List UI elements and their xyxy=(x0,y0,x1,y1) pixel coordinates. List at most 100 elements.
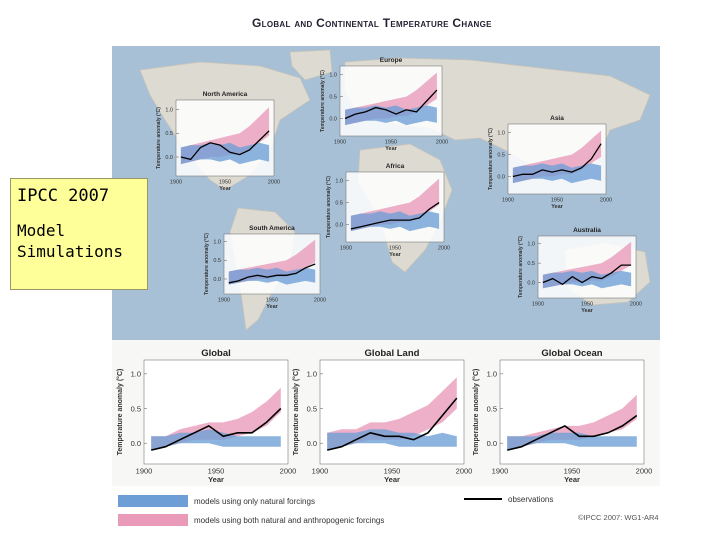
note-title: IPCC 2007 xyxy=(17,186,110,206)
observations-line-africa xyxy=(350,202,440,230)
note-subtitle: Model Simulations xyxy=(17,220,141,262)
y-label-asia: Temperature anomaly (°C) xyxy=(488,128,494,190)
x-tick-global-1: 1950 xyxy=(208,467,225,476)
observations-line-asia xyxy=(512,143,602,178)
y-tick-global-land-0: 0.0 xyxy=(307,439,317,448)
chart-title-global-land: Global Land xyxy=(365,348,420,359)
y-tick-asia-2: 1.0 xyxy=(497,131,505,137)
y-tick-africa-2: 1.0 xyxy=(335,179,343,185)
x-tick-europe-2: 2000 xyxy=(436,140,448,146)
x-label-global: Year xyxy=(208,475,224,484)
chart-title-europe: Europe xyxy=(380,57,403,64)
y-tick-europe-2: 1.0 xyxy=(329,73,337,79)
x-tick-africa-2: 2000 xyxy=(438,246,450,252)
legend-anthropogenic-swatch xyxy=(118,514,188,526)
x-tick-north-america-2: 2000 xyxy=(268,180,280,186)
x-label-europe: Year xyxy=(385,146,397,152)
y-tick-global-1: 0.5 xyxy=(131,404,141,413)
x-label-global-ocean: Year xyxy=(564,475,580,484)
legend-natural-label: models using only natural forcings xyxy=(194,497,315,506)
y-label-global: Temperature anomaly (°C) xyxy=(116,369,124,456)
x-tick-australia-2: 2000 xyxy=(630,302,642,308)
x-tick-south-america-1: 1950 xyxy=(266,298,278,304)
y-tick-global-ocean-0: 0.0 xyxy=(487,439,497,448)
observations-line-europe xyxy=(344,89,438,120)
y-tick-australia-0: 0.0 xyxy=(527,280,535,286)
y-label-europe: Temperature anomaly (°C) xyxy=(320,70,326,132)
x-label-australia: Year xyxy=(581,308,593,314)
note-subtitle-line2: Simulations xyxy=(17,242,123,261)
y-tick-global-ocean-2: 1.0 xyxy=(487,370,497,379)
y-tick-africa-1: 0.5 xyxy=(335,200,343,206)
y-tick-global-land-1: 0.5 xyxy=(307,404,317,413)
chart-layer: 0.0 0.5 1.0 1900 1950 2000 Year Temperature ano… xyxy=(116,57,652,484)
x-tick-global-land-1: 1950 xyxy=(384,467,401,476)
y-tick-north-america-2: 1.0 xyxy=(165,107,173,113)
chart-title-asia: Asia xyxy=(550,115,564,122)
y-tick-europe-0: 0.0 xyxy=(329,116,337,122)
y-label-global-land: Temperature anomaly (°C) xyxy=(292,369,300,456)
x-tick-africa-1: 1950 xyxy=(389,246,401,252)
y-tick-global-ocean-1: 0.5 xyxy=(487,404,497,413)
y-tick-africa-0: 0.0 xyxy=(335,222,343,228)
y-label-south-america: Temperature anomaly (°C) xyxy=(204,233,210,295)
x-tick-north-america-1: 1950 xyxy=(219,180,231,186)
legend-natural-swatch xyxy=(118,495,188,507)
y-tick-global-land-2: 1.0 xyxy=(307,370,317,379)
y-label-australia: Temperature anomaly (°C) xyxy=(518,236,524,298)
note-subtitle-line1: Model xyxy=(17,221,66,240)
chart-title-global: Global xyxy=(201,348,231,359)
y-label-north-america: Temperature anomaly (°C) xyxy=(156,107,162,169)
observations-line-australia xyxy=(542,264,632,286)
x-tick-europe-0: 1900 xyxy=(334,140,346,146)
y-tick-australia-2: 1.0 xyxy=(527,242,535,248)
chart-title-south-america: South America xyxy=(249,225,295,232)
natural-band-global-land xyxy=(327,429,457,451)
x-tick-australia-1: 1950 xyxy=(581,302,593,308)
x-tick-south-america-2: 2000 xyxy=(314,298,326,304)
x-tick-global-land-0: 1900 xyxy=(312,467,329,476)
chart-title-africa: Africa xyxy=(386,163,405,170)
observations-line-global-ocean xyxy=(507,414,638,451)
chart-global: 0.0 0.5 1.0 1900 1950 2000 Year Temperature ano… xyxy=(116,348,296,484)
note-box: IPCC 2007 Model Simulations xyxy=(10,178,148,290)
chart-global-land: 0.0 0.5 1.0 1900 1950 2000 Year Temperature ano… xyxy=(292,348,472,484)
y-tick-asia-0: 0.0 xyxy=(497,174,505,180)
map-land-greenland xyxy=(289,49,333,81)
chart-australia: 0.0 0.5 1.0 1900 1950 2000 Year Temperature ano… xyxy=(518,227,642,314)
y-label-africa: Temperature anomaly (°C) xyxy=(326,176,332,238)
x-label-north-america: Year xyxy=(219,186,231,192)
x-tick-north-america-0: 1900 xyxy=(170,180,182,186)
y-label-global-ocean: Temperature anomaly (°C) xyxy=(472,369,480,456)
y-tick-north-america-0: 0.0 xyxy=(165,155,173,161)
observations-line-global xyxy=(151,407,282,451)
legend-anthropogenic-label: models using both natural and anthropoge… xyxy=(194,516,384,525)
observations-line-south-america xyxy=(228,263,316,284)
x-tick-global-0: 1900 xyxy=(136,467,153,476)
natural-band-global xyxy=(151,429,281,451)
x-tick-global-2: 2000 xyxy=(280,467,297,476)
legend-observations-label: observations xyxy=(508,495,553,504)
natural-band-africa xyxy=(350,211,440,232)
chart-asia: 0.0 0.5 1.0 1900 1950 2000 Year Temperature ano… xyxy=(488,115,612,210)
y-tick-global-2: 1.0 xyxy=(131,370,141,379)
x-tick-global-ocean-1: 1950 xyxy=(564,467,581,476)
x-tick-africa-0: 1900 xyxy=(340,246,352,252)
chart-africa: 0.0 0.5 1.0 1900 1950 2000 Year Temperature ano… xyxy=(326,163,450,258)
anthropogenic-band-global-land xyxy=(327,377,457,451)
x-tick-south-america-0: 1900 xyxy=(218,298,230,304)
y-tick-australia-1: 0.5 xyxy=(527,261,535,267)
y-tick-south-america-0: 0.0 xyxy=(213,277,221,283)
y-tick-global-0: 0.0 xyxy=(131,439,141,448)
chart-title-global-ocean: Global Ocean xyxy=(541,348,602,359)
x-tick-australia-0: 1900 xyxy=(532,302,544,308)
y-tick-south-america-2: 1.0 xyxy=(213,239,221,245)
x-label-global-land: Year xyxy=(384,475,400,484)
x-label-africa: Year xyxy=(389,252,401,258)
y-tick-europe-1: 0.5 xyxy=(329,94,337,100)
chart-global-ocean: 0.0 0.5 1.0 1900 1950 2000 Year Temperature ano… xyxy=(472,348,652,484)
observations-line-north-america xyxy=(180,130,270,161)
x-tick-global-land-2: 2000 xyxy=(456,467,473,476)
x-tick-asia-1: 1950 xyxy=(551,198,563,204)
